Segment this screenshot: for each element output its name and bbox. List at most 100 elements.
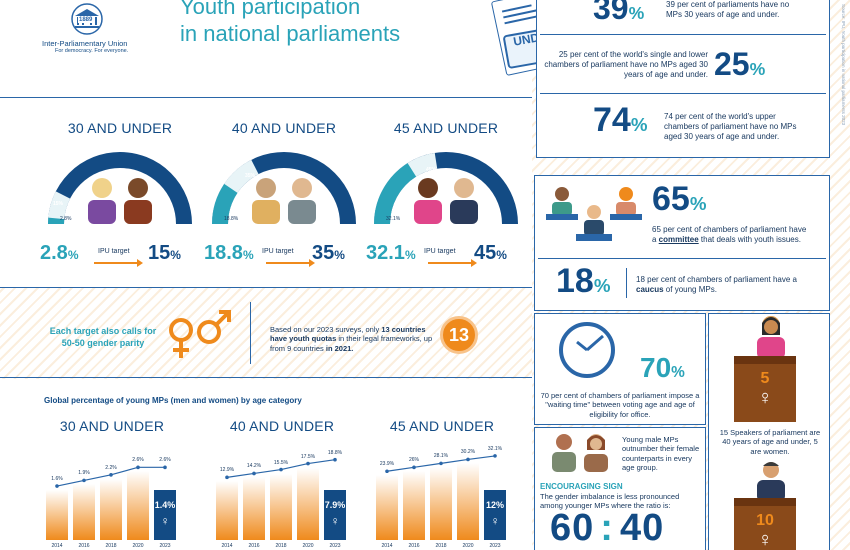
young-mps-icon (546, 432, 616, 472)
chart-year-label: 2020 (302, 543, 314, 549)
chart-bar (403, 471, 425, 540)
chart-year-label: 2023 (159, 543, 171, 549)
committee-text: 65 per cent of chambers of parliament ha… (652, 225, 807, 244)
encouraging-text: The gender imbalance is less pronounced … (540, 492, 680, 511)
chart-women-share-label: 1.4% (154, 500, 176, 510)
trend-point (306, 461, 310, 466)
speaker-man-icon (748, 458, 794, 502)
female-symbol-icon-2: ♀ (757, 529, 773, 550)
trend-point (412, 465, 416, 470)
committee-value: 65% (652, 180, 707, 218)
trend-point (163, 465, 167, 470)
trend-point (466, 457, 470, 462)
stat-39-text: 39 per cent of parliaments have no MPs 3… (666, 0, 790, 19)
chart-year-label: 2020 (462, 543, 474, 549)
chart-year-label: 2020 (132, 543, 144, 549)
gauge-target-arc-label: 35% (244, 172, 255, 179)
gauge-current-arc-label: 32.1% (386, 216, 401, 222)
trend-point (82, 478, 86, 483)
female-symbol-icon: ♀ (757, 387, 773, 409)
chart-2: 45 AND UNDER 23.9% 2014 26% 2016 28.1% 2018 30.… (372, 412, 512, 550)
chart-title: 45 AND UNDER (389, 418, 495, 434)
stat-divider-1 (540, 34, 826, 35)
gauge-0: 30 AND UNDER 15% 2.8% 2.8% IPU target 15% (40, 98, 200, 288)
chart-bar (127, 471, 149, 540)
quota-badge: 13 (440, 316, 478, 354)
young-mps-pair-icon (414, 178, 478, 224)
chart-year-label: 2018 (435, 543, 447, 549)
gauge-current (212, 183, 238, 225)
gauge-1: 40 AND UNDER 35% 18.8% 18.8% IPU target 35% (204, 98, 364, 288)
chart-trend-line (225, 457, 337, 480)
chart-point-label: 18.8% (327, 449, 343, 456)
chart-1: 40 AND UNDER 12.9% 2014 14.2% 2016 15.5% 2018 1… (212, 412, 352, 550)
trend-point (225, 475, 229, 480)
stat-divider-2 (540, 93, 826, 94)
chart-year-label: 2023 (489, 543, 501, 549)
trend-point (279, 467, 283, 472)
chart-point-label: 1.9% (78, 470, 90, 477)
trend-point (109, 473, 113, 477)
chart-title: 30 AND UNDER (59, 418, 165, 434)
chart-point-label: 1.6% (51, 476, 63, 483)
quota-text: Based on our 2023 surveys, only 13 count… (270, 325, 433, 353)
stats-top-panel (536, 0, 830, 158)
stat-74-value: 74% (593, 101, 648, 139)
side-note: Source: IPU, Youth participation in nati… (841, 4, 846, 126)
chart-year-label: 2014 (221, 543, 233, 549)
chart-point-label: 32.1% (487, 445, 503, 452)
chart-section-title: Global percentage of young MPs (men and … (44, 396, 302, 405)
gauge-arc (374, 152, 518, 225)
gauge-current-value: 32.1% (366, 242, 416, 264)
clock-icon (557, 320, 617, 380)
chart-bar (430, 467, 452, 540)
podium-1-count: 5 (760, 370, 770, 387)
org-tagline: For democracy. For everyone. (55, 48, 129, 54)
gauge-title: 30 AND UNDER (67, 120, 173, 136)
speakers-text: 15 Speakers of parliament are 40 years o… (719, 428, 821, 456)
chart-women-share-label: 12% (485, 500, 504, 510)
gauge-current-value: 18.8% (204, 242, 254, 264)
female-symbol-icon: ♀ (160, 514, 170, 528)
mps-group-icon (544, 182, 650, 254)
chart-bar (270, 473, 292, 540)
caucus-divider (626, 268, 627, 298)
podium-2-count: 10 (756, 512, 774, 529)
gauge-target-value: 35% (312, 242, 345, 264)
gender-gap-text: Young male MPs outnumber their female co… (622, 435, 700, 473)
gauge-2: 45 AND UNDER 45% 32.1% 32.1% IPU target 45% (366, 98, 526, 288)
target-arrow-icon (266, 259, 315, 267)
chart-point-label: 2.6% (132, 457, 144, 464)
chart-point-label: 14.2% (246, 463, 262, 470)
chart-point-label: 23.9% (379, 461, 395, 468)
gauge-target-text: IPU target (424, 248, 456, 255)
gender-parity-text: Each target also calls for 50-50 gender … (49, 326, 157, 348)
gender-symbols-icon (165, 308, 235, 363)
gauge-target-value: 45% (474, 242, 507, 264)
target-arrow-icon (428, 259, 477, 267)
trend-point (333, 457, 337, 462)
chart-year-label: 2018 (275, 543, 287, 549)
trend-point (439, 461, 443, 466)
trend-polyline (56, 466, 165, 487)
page-title-line1: Youth participation (180, 0, 361, 19)
chart-year-label: 2016 (78, 543, 90, 549)
header-band (0, 0, 532, 98)
gauge-title: 40 AND UNDER (231, 120, 337, 136)
chart-point-label: 28.1% (433, 453, 449, 460)
stat-25-value: 25% (714, 46, 766, 82)
chart-year-label: 2014 (381, 543, 393, 549)
chart-year-label: 2016 (248, 543, 260, 549)
gauge-current-arc-label: 18.8% (224, 216, 239, 222)
gauge-target-text: IPU target (262, 248, 294, 255)
podium-1: 5 ♀ (734, 356, 796, 422)
gauge-arc (212, 152, 356, 225)
chart-point-label: 17.5% (300, 453, 316, 460)
caucus-value: 18% (556, 262, 611, 300)
gauge-current-value: 2.8% (40, 242, 79, 264)
chart-point-label: 2.2% (105, 464, 117, 471)
female-symbol-icon: ♀ (490, 514, 500, 528)
chart-point-label: 12.9% (219, 467, 235, 474)
trend-point (55, 484, 59, 488)
trend-point (493, 454, 497, 458)
